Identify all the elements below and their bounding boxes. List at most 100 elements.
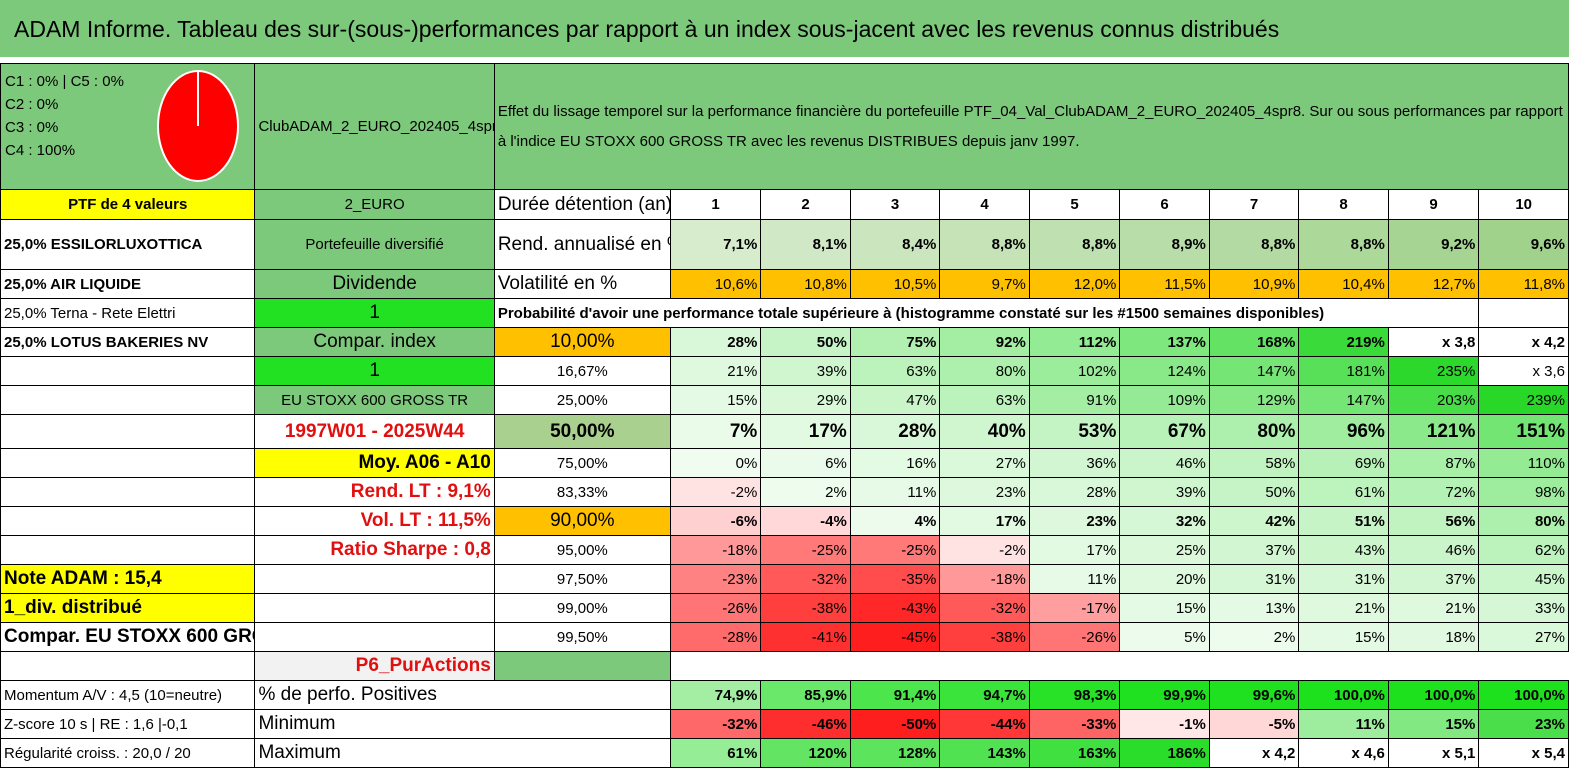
max-value: 186% — [1119, 738, 1210, 768]
mid-cell: EU STOXX 600 GROSS TR — [254, 385, 495, 415]
year-header: 7 — [1208, 189, 1300, 220]
rend-value: 8,8% — [1298, 219, 1389, 270]
perf-value: 17% — [1028, 535, 1121, 565]
perf-value: 147% — [1298, 385, 1389, 415]
max-value: x 4,6 — [1298, 738, 1389, 768]
left-cell — [0, 506, 256, 536]
mid-cell: Rend. LT : 9,1% — [254, 477, 495, 507]
legend-item: C2 : 0% — [5, 96, 59, 113]
perf-value: 63% — [849, 356, 941, 386]
perf-value: 98% — [1478, 477, 1569, 507]
left-cell: 25,0% LOTUS BAKERIES NV — [0, 327, 256, 357]
perf-value: 45% — [1478, 564, 1569, 594]
left-cell: Note ADAM : 15,4 — [0, 564, 256, 594]
rend-value: 8,8% — [1028, 219, 1121, 270]
max-value: x 5,1 — [1387, 738, 1480, 768]
perf-value: 17% — [939, 506, 1030, 536]
rend-value: 7,1% — [669, 219, 762, 270]
prob-label: Probabilité d'avoir une performance tota… — [493, 298, 1480, 328]
pos-value: 100,0% — [1387, 680, 1480, 710]
perf-value: -2% — [669, 477, 762, 507]
rend-value: 8,8% — [1208, 219, 1300, 270]
year-header: 9 — [1387, 189, 1480, 220]
perf-value: 0% — [669, 448, 762, 478]
max-value: 143% — [939, 738, 1030, 768]
perf-value: 7% — [669, 414, 762, 449]
perf-value: 80% — [1478, 506, 1569, 536]
perf-value: 109% — [1119, 385, 1210, 415]
perf-value: -28% — [669, 622, 762, 652]
rend-value: 9,2% — [1387, 219, 1480, 270]
min-value: -5% — [1208, 709, 1300, 739]
vol-value: 10,8% — [760, 269, 851, 299]
rend-value: 8,9% — [1119, 219, 1210, 270]
left-cell — [0, 477, 256, 507]
perf-value: 36% — [1028, 448, 1121, 478]
perf-value: 17% — [760, 414, 851, 449]
perf-value: 67% — [1119, 414, 1210, 449]
percentile: 83,33% — [493, 477, 671, 507]
perf-value: 239% — [1478, 385, 1569, 415]
perf-value: 53% — [1028, 414, 1121, 449]
perf-value: 4% — [849, 506, 941, 536]
perf-value: 11% — [1028, 564, 1121, 594]
vol-label: Volatilité en % — [493, 269, 671, 299]
perf-value: 40% — [939, 414, 1030, 449]
mid-cell — [254, 564, 495, 594]
mid-cell: Ratio Sharpe : 0,8 — [254, 535, 495, 565]
perf-value: 2% — [760, 477, 851, 507]
perf-value: 31% — [1208, 564, 1300, 594]
holding: 25,0% AIR LIQUIDE — [0, 269, 256, 299]
perf-value: -23% — [669, 564, 762, 594]
percentile: 25,00% — [493, 385, 671, 415]
left-cell — [0, 535, 256, 565]
left-cell — [0, 356, 256, 386]
vol-value: 11,5% — [1119, 269, 1210, 299]
description: Effet du lissage temporel sur la perform… — [493, 63, 1569, 190]
percentile: 50,00% — [493, 414, 671, 449]
perf-value: 58% — [1208, 448, 1300, 478]
mid-cell — [254, 593, 495, 623]
pos-value: 99,9% — [1119, 680, 1210, 710]
pos-value: 100,0% — [1298, 680, 1389, 710]
one-flag: 1 — [254, 298, 495, 328]
perf-value: 13% — [1208, 593, 1300, 623]
perf-value: 168% — [1208, 327, 1300, 357]
min-value: -33% — [1028, 709, 1121, 739]
legend-pie-cell: C1 : 0% | C5 : 0% C2 : 0% C3 : 0% C4 : 100% — [0, 63, 256, 190]
pos-value: 100,0% — [1478, 680, 1569, 710]
perf-value: -26% — [1028, 622, 1121, 652]
rend-value: 8,4% — [849, 219, 941, 270]
min-value: 23% — [1478, 709, 1569, 739]
perf-value: 15% — [1298, 622, 1389, 652]
perf-value: 37% — [1208, 535, 1300, 565]
perf-value: 23% — [1028, 506, 1121, 536]
perf-value: x 4,2 — [1478, 327, 1569, 357]
legend-item: C3 : 0% — [5, 119, 59, 136]
pos-value: 98,3% — [1028, 680, 1121, 710]
perf-value: 203% — [1387, 385, 1480, 415]
perf-value: -38% — [939, 622, 1030, 652]
perf-value: 6% — [760, 448, 851, 478]
min-label: Minimum — [254, 709, 671, 739]
min-value: -32% — [669, 709, 762, 739]
perf-value: 50% — [1208, 477, 1300, 507]
vol-value: 11,8% — [1478, 269, 1569, 299]
perf-value: 15% — [1119, 593, 1210, 623]
min-value: -50% — [849, 709, 941, 739]
perf-value: 28% — [1028, 477, 1121, 507]
ptf-count: PTF de 4 valeurs — [0, 189, 256, 220]
rend-value: 8,1% — [760, 219, 851, 270]
perf-value: 147% — [1208, 356, 1300, 386]
max-label: Maximum — [254, 738, 671, 768]
perf-value: -35% — [849, 564, 941, 594]
vol-value: 12,7% — [1387, 269, 1480, 299]
pos-label: % de perfo. Positives — [254, 680, 671, 710]
percentile: 97,50% — [493, 564, 671, 594]
perf-value: 87% — [1387, 448, 1480, 478]
mid-cell: Compar. index — [254, 327, 495, 357]
perf-value: 61% — [1298, 477, 1389, 507]
perf-value: 80% — [939, 356, 1030, 386]
percentile: 10,00% — [493, 327, 671, 357]
legend-item: C1 : 0% | C5 : 0% — [5, 73, 124, 90]
